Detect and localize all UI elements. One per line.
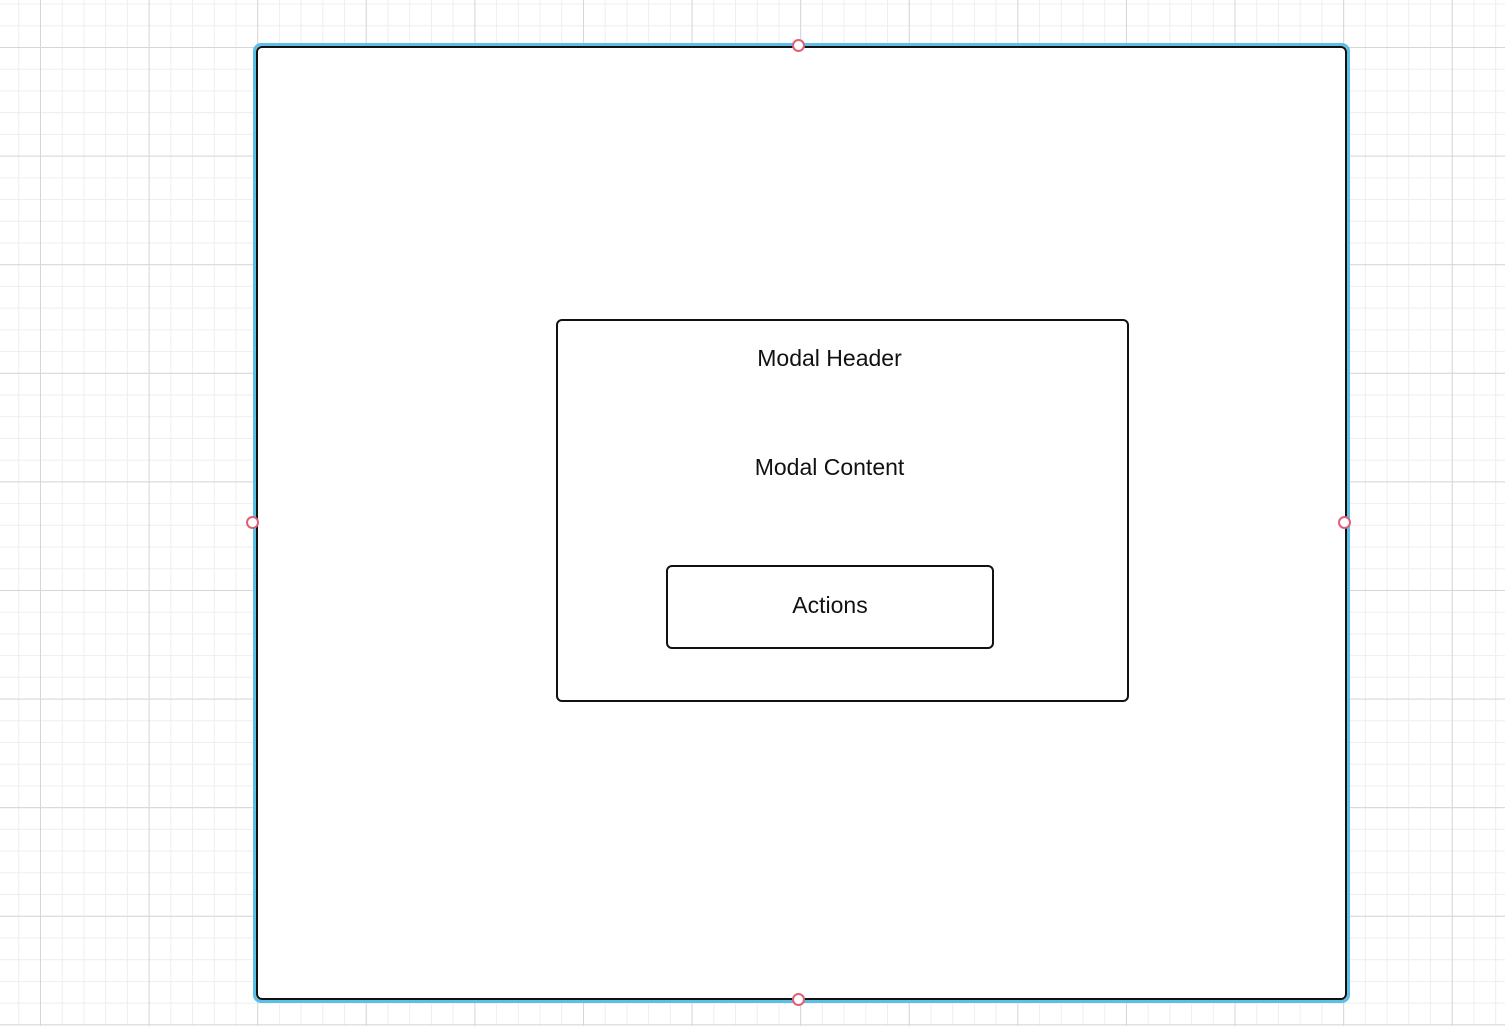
- modal-box[interactable]: Modal Header Modal Content Actions: [556, 319, 1129, 702]
- resize-handle-left[interactable]: [246, 516, 259, 529]
- resize-handle-top[interactable]: [792, 39, 805, 52]
- modal-content-text: Modal Content: [754, 454, 905, 480]
- resize-handle-bottom[interactable]: [792, 993, 805, 1006]
- modal-header-text: Modal Header: [757, 345, 902, 371]
- actions-label: Actions: [792, 591, 868, 618]
- actions-box[interactable]: Actions: [666, 565, 994, 649]
- resize-handle-right[interactable]: [1338, 516, 1351, 529]
